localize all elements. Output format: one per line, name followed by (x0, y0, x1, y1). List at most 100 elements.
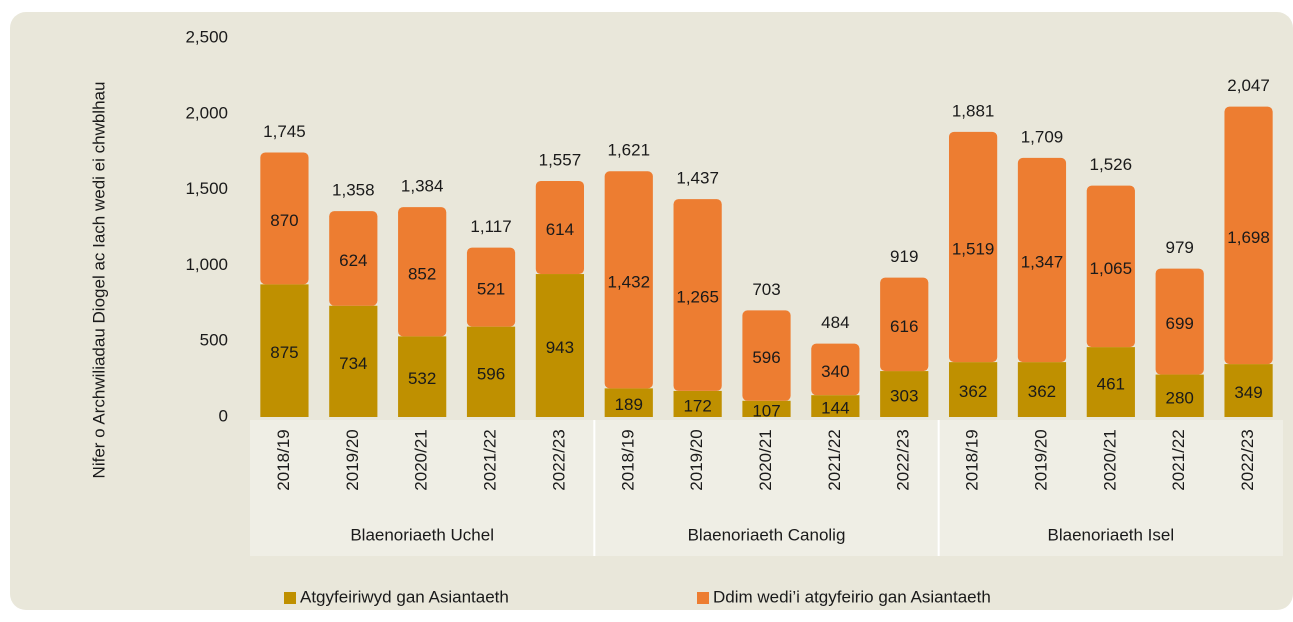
segment-label: 699 (1166, 314, 1194, 333)
x-tick-label: 2019/20 (1031, 429, 1050, 490)
bar-segment (535, 274, 585, 417)
bar-segment (880, 277, 929, 372)
bar-segment (260, 152, 309, 285)
total-label: 1,358 (332, 181, 375, 200)
bar-segment (673, 199, 722, 391)
x-tick-label: 2018/19 (274, 429, 293, 490)
bar-segment (466, 247, 516, 327)
bar-segment (1224, 364, 1273, 417)
x-tick-label: 2021/22 (481, 429, 500, 490)
segment-label: 362 (959, 382, 987, 401)
bar-segment (742, 310, 791, 401)
segment-label: 596 (752, 348, 780, 367)
total-label: 1,384 (401, 177, 444, 196)
segment-label: 596 (477, 364, 505, 383)
total-label: 979 (1166, 238, 1194, 257)
segment-label: 303 (890, 387, 918, 406)
bar-segment (1017, 157, 1067, 363)
segment-label: 734 (339, 354, 367, 373)
segment-label: 189 (615, 395, 643, 414)
total-label: 919 (890, 247, 918, 266)
y-axis-label: Nifer o Archwiliadau Diogel ac Iach wedi… (89, 82, 108, 479)
bar-segment (260, 284, 309, 417)
segment-label: 1,432 (607, 272, 650, 291)
y-tick-label: 2,000 (185, 103, 228, 122)
bar-segment (948, 362, 998, 417)
bar-segment (466, 326, 516, 417)
x-tick-label: 2021/22 (1169, 429, 1188, 490)
segment-label: 521 (477, 280, 505, 299)
bar-segment (948, 131, 998, 363)
segment-label: 280 (1166, 388, 1194, 407)
bar-segment (1086, 185, 1135, 348)
bar-segment (329, 211, 378, 306)
segment-label: 852 (408, 264, 436, 283)
segment-label: 144 (821, 399, 849, 418)
x-tick-label: 2022/23 (549, 429, 568, 490)
total-label: 1,621 (607, 141, 650, 160)
segment-label: 1,347 (1021, 253, 1064, 272)
group-label: Blaenoriaeth Canolig (688, 525, 846, 544)
axis-band (250, 420, 1283, 556)
segment-label: 624 (339, 251, 367, 270)
legend-marker (284, 592, 296, 604)
bar-segment (535, 180, 585, 275)
x-tick-label: 2018/19 (963, 429, 982, 490)
y-tick-label: 1,000 (185, 255, 228, 274)
legend-label: Atgyfeiriwyd gan Asiantaeth (300, 587, 509, 606)
x-tick-label: 2022/23 (1238, 429, 1257, 490)
segment-label: 614 (546, 220, 574, 239)
total-label: 1,117 (470, 217, 511, 236)
bar-segment (811, 395, 860, 417)
segment-label: 340 (821, 362, 849, 381)
segment-label: 1,519 (952, 239, 995, 258)
bar-segment (1155, 374, 1204, 417)
x-tick-label: 2018/19 (618, 429, 637, 490)
segment-label: 172 (683, 396, 711, 415)
y-tick-label: 2,500 (185, 27, 228, 46)
x-tick-label: 2020/21 (412, 429, 431, 490)
group-label: Blaenoriaeth Isel (1048, 525, 1175, 544)
segment-label: 943 (546, 338, 574, 357)
x-tick-label: 2019/20 (343, 429, 362, 490)
bar-segment (604, 388, 653, 417)
legend-label: Ddim wedi’i atgyfeirio gan Asiantaeth (713, 587, 991, 606)
total-label: 1,709 (1021, 127, 1064, 146)
y-tick-label: 0 (219, 406, 228, 425)
legend-marker (697, 592, 709, 604)
segment-label: 532 (408, 369, 436, 388)
bar-segment (742, 400, 791, 417)
total-label: 1,881 (952, 101, 995, 120)
segment-label: 461 (1097, 375, 1125, 394)
bar-segment (329, 305, 378, 417)
total-label: 2,047 (1227, 76, 1270, 95)
segment-label: 1,265 (676, 288, 719, 307)
bar-segment (880, 371, 929, 417)
bar-segment (398, 336, 447, 417)
bar-segment (604, 171, 653, 389)
total-label: 1,557 (539, 150, 582, 169)
y-tick-label: 500 (200, 331, 228, 350)
bar-segment (1155, 268, 1204, 375)
total-label: 703 (752, 280, 780, 299)
x-tick-label: 2022/23 (894, 429, 913, 490)
bar-segment (673, 390, 722, 417)
group-label: Blaenoriaeth Uchel (350, 525, 494, 544)
bar-segment (811, 343, 860, 396)
segment-label: 616 (890, 317, 918, 336)
total-label: 1,437 (676, 169, 719, 188)
segment-label: 107 (752, 401, 780, 420)
x-tick-label: 2020/21 (1100, 429, 1119, 490)
x-tick-label: 2021/22 (825, 429, 844, 490)
segment-label: 349 (1234, 383, 1262, 402)
y-tick-label: 1,500 (185, 179, 228, 198)
x-tick-label: 2019/20 (687, 429, 706, 490)
segment-label: 875 (270, 343, 298, 362)
bar-segment (398, 207, 447, 337)
bar-segment (1224, 106, 1273, 365)
total-label: 484 (821, 313, 849, 332)
bar-segment (1017, 362, 1067, 417)
x-tick-label: 2020/21 (756, 429, 775, 490)
segment-label: 362 (1028, 382, 1056, 401)
